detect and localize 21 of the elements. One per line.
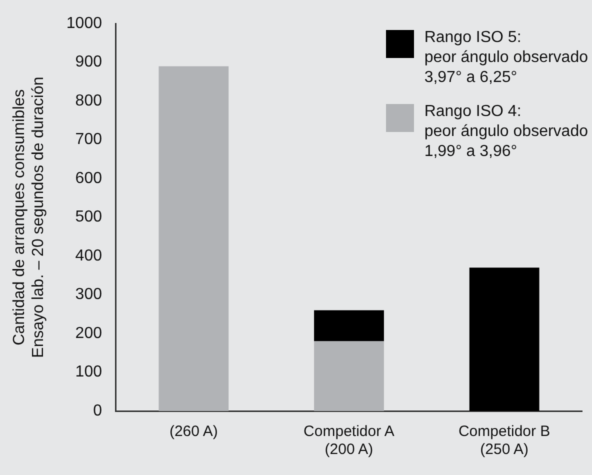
bar	[314, 310, 384, 342]
legend-label: Rango ISO 5: peor ángulo observado 3,97° a 6,25°	[424, 28, 588, 88]
y-tick-label: 800	[75, 92, 102, 110]
y-tick-label: 200	[75, 324, 102, 342]
y-tick-label: 400	[75, 247, 102, 264]
y-tick-label: 0	[93, 402, 102, 420]
y-tick-label: 700	[75, 131, 102, 148]
y-tick-label: 1000	[66, 15, 102, 32]
legend-label: Rango ISO 4: peor ángulo observado 1,99° a 3,96°	[424, 102, 588, 162]
y-tick-label: 100	[75, 364, 102, 381]
x-tick-label: (260 A)	[169, 423, 218, 440]
bar	[469, 268, 540, 411]
y-axis-title: Cantidad de arranques consumibles Ensayo lab. – 20 segundos de duración	[11, 76, 48, 358]
x-tick-label: Competidor B (250 A)	[458, 423, 550, 458]
x-tick-label: Competidor A (200 A)	[304, 423, 394, 458]
bar	[158, 66, 229, 411]
y-tick-label: 300	[75, 286, 102, 304]
y-tick-label: 900	[75, 54, 102, 71]
y-tick-label: 500	[75, 208, 102, 226]
bar	[314, 341, 384, 411]
y-tick-label: 600	[75, 170, 102, 187]
